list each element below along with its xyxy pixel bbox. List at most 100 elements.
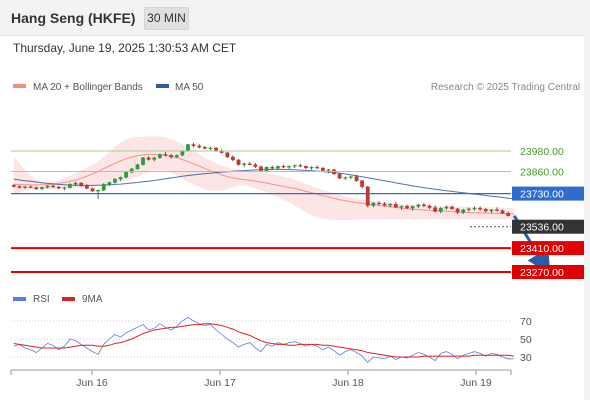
candle-body: [270, 167, 275, 169]
candle: [410, 205, 415, 211]
candle-body: [146, 157, 151, 160]
candle: [129, 168, 134, 174]
candle-body: [157, 154, 162, 158]
candle-body: [28, 186, 33, 188]
level-labels: 23980.00 23860.00 23730.00 23536.00 23410.00…: [512, 146, 584, 279]
candle: [34, 186, 39, 190]
candle-body: [202, 147, 207, 149]
candle: [405, 204, 409, 209]
candle: [377, 201, 381, 206]
candle: [348, 175, 353, 180]
candle-body: [405, 206, 409, 209]
candle-body: [135, 164, 140, 170]
x-axis-label: Jun 17: [204, 377, 236, 389]
candle-body: [506, 213, 511, 216]
rsi-line: [13, 316, 514, 363]
candle-body: [382, 203, 387, 206]
candle: [202, 145, 207, 150]
candle-body: [62, 187, 67, 189]
candle-body: [466, 208, 471, 210]
candle-body: [315, 167, 320, 169]
candle: [124, 171, 129, 179]
candle-body: [292, 165, 297, 167]
candle-body: [17, 186, 22, 188]
candle: [360, 179, 365, 189]
legend-swatch-ma20: [13, 84, 26, 88]
candle: [309, 166, 314, 170]
legend-label-ma50: MA 50: [175, 82, 204, 93]
candle: [259, 165, 263, 172]
candle: [466, 207, 471, 212]
candle-body: [236, 159, 241, 165]
candle-body: [259, 166, 263, 171]
x-axis: Jun 16 Jun 17 Jun 18 Jun 19: [10, 370, 512, 389]
candle-body: [191, 144, 196, 147]
candle: [79, 182, 84, 187]
candle-body: [79, 182, 84, 187]
candle: [146, 156, 151, 161]
ma9-legend-label: 9MA: [82, 294, 103, 305]
candle-body: [483, 209, 488, 212]
candle: [28, 185, 33, 189]
candle-body: [455, 208, 460, 213]
candle: [11, 184, 16, 188]
candle: [236, 159, 241, 166]
candle: [433, 205, 438, 213]
candle-body: [309, 167, 314, 169]
right-edge-strip: [584, 0, 590, 400]
candle: [231, 155, 235, 162]
candle-body: [298, 165, 303, 167]
timestamp: Thursday, June 19, 2025 1:30:53 AM CET: [13, 41, 237, 55]
candle: [169, 154, 174, 159]
candle-body: [169, 155, 174, 158]
candle-body: [275, 166, 280, 169]
candle-body: [242, 163, 247, 165]
level-label-support: 23270.00: [520, 267, 564, 279]
candle: [371, 202, 376, 208]
legend-swatch-ma50: [156, 84, 169, 88]
candle-body: [45, 185, 50, 188]
candle: [489, 208, 494, 214]
candle-body: [197, 145, 202, 148]
candle: [450, 205, 454, 210]
candle: [225, 151, 230, 158]
candle-body: [56, 186, 61, 189]
candle: [247, 162, 252, 166]
x-axis-label: Jun 18: [332, 377, 364, 389]
ma50-line: [13, 168, 514, 200]
candle: [455, 208, 460, 215]
candle: [304, 165, 308, 169]
candle: [495, 207, 499, 212]
candle: [422, 202, 426, 208]
candle-body: [287, 166, 291, 168]
candle: [45, 185, 50, 189]
candle: [163, 151, 168, 157]
candle-body: [478, 207, 483, 210]
level-lines: [11, 150, 511, 273]
rsi-ma9-line: [13, 323, 514, 358]
level-box-support: [512, 265, 584, 279]
candle-body: [253, 164, 258, 167]
level-label-support: 23410.00: [520, 243, 564, 255]
x-axis-label: Jun 19: [460, 377, 492, 389]
bollinger-band: [13, 136, 514, 220]
x-axis-label: Jun 16: [76, 377, 108, 389]
candle: [68, 183, 72, 189]
candle: [483, 208, 488, 213]
candle-body: [489, 209, 494, 212]
candle-body: [450, 206, 454, 210]
candle-body: [51, 185, 56, 188]
candle: [472, 206, 477, 211]
candle: [275, 165, 280, 170]
level-box-support: [512, 241, 584, 256]
candle: [270, 165, 275, 170]
candle: [107, 181, 112, 186]
candle: [157, 153, 162, 159]
candle: [416, 203, 421, 209]
candle-body: [96, 190, 100, 192]
timeframe-button[interactable]: 30 MIN: [144, 7, 189, 30]
candle: [478, 206, 483, 211]
candle: [500, 209, 505, 215]
instrument-title: Hang Seng (HKFE): [11, 10, 136, 26]
